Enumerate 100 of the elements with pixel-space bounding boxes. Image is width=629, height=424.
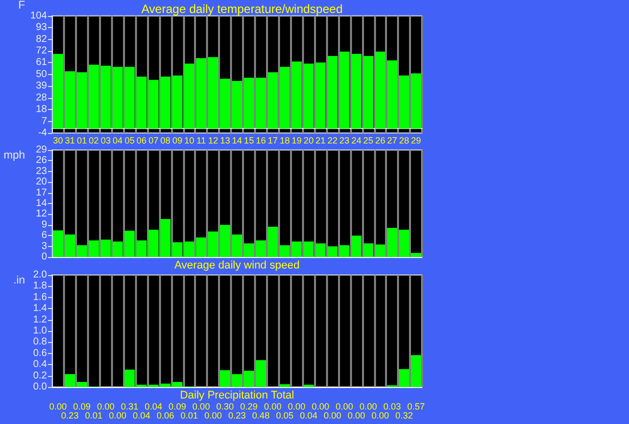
data-label: 0.03 (383, 402, 401, 412)
x-tick-label: 02 (88, 136, 99, 146)
data-label: 0.00 (108, 410, 126, 420)
bar (327, 246, 338, 257)
y-tick-label: 12 (36, 208, 48, 220)
y-tick-label: 0.8 (33, 336, 48, 348)
x-tick-label: 31 (64, 136, 75, 146)
x-tick-label: 01 (76, 136, 87, 146)
bar (232, 374, 242, 387)
data-label: 0.00 (96, 402, 114, 412)
data-label: 0.04 (144, 402, 162, 412)
data-label: 0.32 (395, 410, 413, 420)
x-tick-label: 22 (327, 136, 338, 146)
y-tick-label: 2.0 (33, 270, 48, 280)
x-tick-label: 25 (363, 136, 374, 146)
y-tick-label: 1.8 (33, 280, 48, 292)
bar (148, 230, 159, 257)
y-tick-label: 39 (36, 80, 48, 92)
data-label: 0.01 (180, 410, 198, 420)
data-label: 0.09 (73, 402, 91, 412)
data-label: 0.00 (49, 402, 67, 412)
y-tick-label: 6 (41, 230, 48, 242)
data-label: 0.06 (156, 410, 174, 420)
y-tick-label: 104 (30, 10, 48, 22)
x-tick-label: 26 (375, 136, 386, 146)
y-tick-label: 17 (36, 187, 48, 198)
x-tick-label: 05 (124, 136, 135, 146)
x-tick-label: 30 (52, 136, 63, 146)
x-tick-label: 12 (208, 136, 218, 146)
bar (52, 230, 64, 257)
x-tick-label: 28 (399, 136, 410, 146)
bar (315, 243, 326, 257)
bar (52, 54, 64, 129)
y-tick-label: 29 (36, 144, 48, 156)
y-tick-label: -4 (38, 128, 48, 138)
data-label: 0.23 (228, 410, 246, 420)
data-label: 0.00 (324, 410, 342, 420)
bar (148, 80, 159, 129)
data-label: 0.29 (240, 402, 258, 412)
x-tick-label: 21 (316, 136, 326, 146)
data-label: 0.00 (288, 402, 306, 412)
data-label: 0.48 (252, 410, 270, 420)
y-tick-label: 0 (41, 252, 48, 262)
y-tick-label: 0.6 (33, 348, 48, 359)
data-label: 0.30 (216, 402, 234, 412)
y-tick-label: 0.2 (33, 370, 48, 382)
data-label: 0.57 (407, 402, 425, 412)
y-tick-label: 1.4 (33, 303, 48, 314)
x-tick-label: 10 (184, 136, 194, 146)
data-label: 0.00 (204, 410, 222, 420)
data-label: 0.01 (85, 410, 103, 420)
y-axis-title: .in (13, 274, 25, 286)
x-tick-label: 14 (232, 136, 242, 146)
x-tick-label: 16 (256, 136, 266, 146)
data-label: 0.00 (371, 410, 389, 420)
y-tick-label: 0.0 (33, 382, 48, 392)
x-tick-label: 13 (220, 136, 230, 146)
y-tick-label: 14 (36, 198, 48, 209)
x-tick-label: 11 (196, 136, 206, 146)
x-tick-label: 19 (292, 136, 302, 146)
x-tick-label: 06 (136, 136, 147, 146)
data-label: 0.04 (132, 410, 150, 420)
bar (232, 234, 242, 257)
data-label: 0.09 (168, 402, 186, 412)
data-label: 0.00 (360, 402, 378, 412)
x-tick-label: 04 (112, 136, 123, 146)
x-tick-label: 18 (280, 136, 290, 146)
y-tick-label: 1.0 (33, 326, 48, 336)
x-tick-label: 07 (148, 136, 158, 146)
bar (232, 80, 242, 129)
y-tick-label: 18 (36, 104, 48, 116)
x-tick-label: 23 (339, 136, 350, 146)
bar (327, 56, 338, 129)
x-tick-label: 20 (304, 136, 314, 146)
y-tick-label: 20 (36, 176, 48, 188)
y-tick-label: 3 (41, 240, 48, 252)
bar (136, 240, 147, 257)
y-tick-label: 61 (36, 57, 48, 68)
data-label: 0.00 (312, 402, 330, 412)
data-label: 0.00 (336, 402, 354, 412)
y-tick-label: 28 (36, 92, 48, 104)
data-label: 0.00 (192, 402, 210, 412)
bar (410, 355, 422, 387)
bar (315, 62, 326, 129)
bar (410, 73, 422, 129)
x-axis-title: Average daily wind speed (174, 260, 300, 272)
bar (220, 370, 230, 387)
y-tick-label: 1.6 (33, 292, 48, 303)
data-label: 0.23 (61, 410, 79, 420)
y-tick-label: 1.2 (33, 314, 48, 326)
y-tick-label: 23 (36, 166, 48, 177)
x-tick-label: 24 (351, 136, 362, 146)
y-tick-label: 7 (41, 116, 48, 127)
y-tick-label: 93 (36, 22, 48, 34)
x-tick-label: 08 (160, 136, 170, 146)
data-label: 0.00 (264, 402, 282, 412)
x-axis-title: Daily Precipitation Total (180, 390, 294, 402)
bar (280, 384, 290, 387)
y-tick-label: 50 (36, 68, 48, 80)
x-tick-label: 09 (172, 136, 182, 146)
